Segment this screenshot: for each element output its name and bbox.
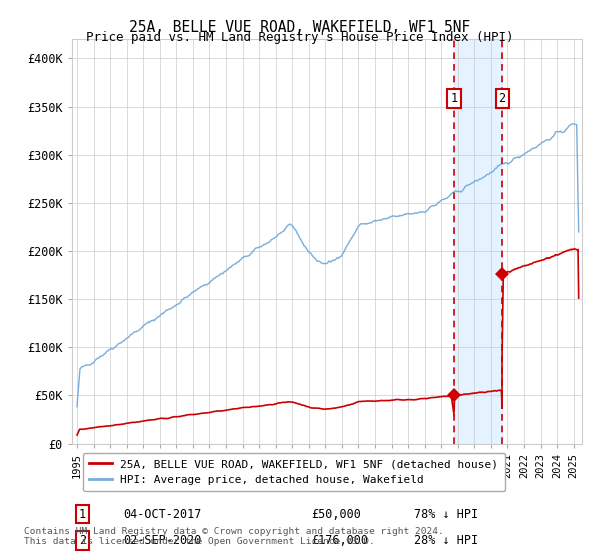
Text: £50,000: £50,000	[312, 507, 362, 521]
Text: £176,000: £176,000	[312, 534, 368, 547]
Text: 28% ↓ HPI: 28% ↓ HPI	[414, 534, 478, 547]
Text: 1: 1	[79, 507, 86, 521]
Text: 02-SEP-2020: 02-SEP-2020	[123, 534, 202, 547]
Text: Contains HM Land Registry data © Crown copyright and database right 2024.
This d: Contains HM Land Registry data © Crown c…	[24, 526, 444, 546]
Text: 2: 2	[79, 534, 86, 547]
Text: Price paid vs. HM Land Registry's House Price Index (HPI): Price paid vs. HM Land Registry's House …	[86, 31, 514, 44]
Text: 25A, BELLE VUE ROAD, WAKEFIELD, WF1 5NF: 25A, BELLE VUE ROAD, WAKEFIELD, WF1 5NF	[130, 20, 470, 35]
Legend: 25A, BELLE VUE ROAD, WAKEFIELD, WF1 5NF (detached house), HPI: Average price, de: 25A, BELLE VUE ROAD, WAKEFIELD, WF1 5NF …	[83, 452, 505, 492]
Bar	[454, 39, 502, 444]
Text: 04-OCT-2017: 04-OCT-2017	[123, 507, 202, 521]
Text: 2: 2	[499, 92, 506, 105]
Text: 1: 1	[451, 92, 458, 105]
Text: 78% ↓ HPI: 78% ↓ HPI	[414, 507, 478, 521]
